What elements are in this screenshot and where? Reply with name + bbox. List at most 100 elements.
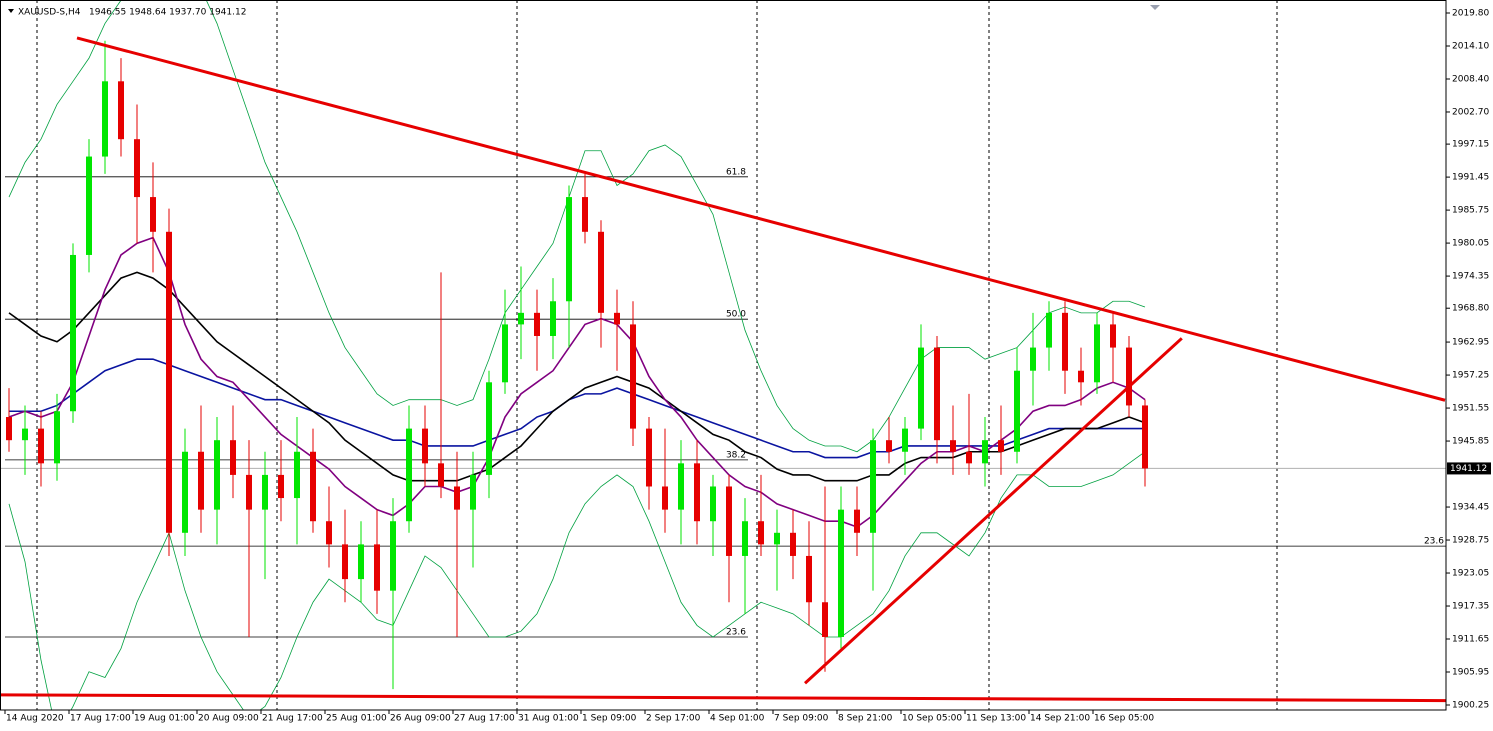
- y-tick-label: 1997.15: [1452, 140, 1489, 150]
- candle-body: [198, 451, 204, 510]
- trend-line: [76, 36, 1446, 402]
- candle-body: [1046, 312, 1052, 348]
- fib-label: 38.2: [726, 450, 746, 460]
- candle-body: [390, 521, 396, 591]
- candle-body: [758, 521, 764, 545]
- candle-body: [150, 197, 156, 232]
- candle-body: [278, 474, 284, 499]
- x-tick-label: 14 Aug 2020: [6, 714, 64, 724]
- y-tick-label: 1957.25: [1452, 371, 1489, 381]
- candle-body: [86, 156, 92, 255]
- candle-body: [38, 428, 44, 464]
- x-tick-label: 17 Aug 17:00: [70, 714, 131, 724]
- x-tick-label: 25 Aug 01:00: [326, 714, 387, 724]
- candle-body: [246, 474, 252, 510]
- candle-body: [134, 139, 140, 198]
- candle-body: [470, 474, 476, 510]
- candle-body: [1110, 324, 1116, 348]
- candle-body: [854, 509, 860, 533]
- y-tick-label: 1934.45: [1452, 503, 1489, 513]
- candle-body: [118, 81, 124, 140]
- candle-body: [998, 440, 1004, 452]
- candle-body: [902, 428, 908, 452]
- candle-body: [358, 544, 364, 580]
- fib-label: 23.6: [1424, 537, 1444, 547]
- trend-line: [0, 693, 1446, 703]
- y-tick-label: 2008.40: [1452, 74, 1489, 84]
- candle-body: [182, 451, 188, 533]
- x-tick-label: 4 Sep 01:00: [710, 714, 765, 724]
- candle-body: [22, 428, 28, 441]
- indicator-line: [8, 271, 1146, 482]
- x-tick-label: 26 Aug 09:00: [390, 714, 451, 724]
- x-tick-label: 10 Sep 05:00: [902, 714, 962, 724]
- price-tag-label: 1941.12: [1450, 464, 1487, 474]
- candle-body: [214, 440, 220, 510]
- candle-body: [262, 474, 268, 510]
- candle-body: [294, 451, 300, 499]
- y-tick-label: 1945.85: [1452, 437, 1489, 447]
- menu-arrow: [8, 9, 14, 13]
- quote: 1946.55 1948.64 1937.70 1941.12: [89, 8, 246, 18]
- candle-body: [742, 521, 748, 556]
- shift-marker: [1150, 5, 1160, 10]
- candle-body: [774, 532, 780, 545]
- candle-body: [102, 81, 108, 157]
- y-tick-label: 1911.65: [1452, 635, 1489, 645]
- plot-area: 61.8 50.0 38.2 23.6 23.6: [0, 0, 1446, 710]
- x-tick-label: 14 Sep 21:00: [1030, 714, 1090, 724]
- candle-body: [54, 411, 60, 464]
- x-tick-label: 31 Aug 01:00: [518, 714, 579, 724]
- candle-body: [566, 197, 572, 302]
- y-tick-label: 1905.95: [1452, 668, 1489, 678]
- y-tick-label: 2019.80: [1452, 9, 1489, 19]
- y-tick-label: 2002.70: [1452, 107, 1489, 117]
- y-tick-label: 1951.55: [1452, 404, 1489, 414]
- candle-body: [438, 463, 444, 487]
- candle-body: [534, 312, 540, 336]
- candle-body: [502, 324, 508, 383]
- y-tick-label: 1923.05: [1452, 569, 1489, 579]
- candle-body: [918, 347, 924, 429]
- fib-label: 23.6: [726, 627, 746, 637]
- candle-body: [374, 544, 380, 591]
- x-tick-label: 8 Sep 21:00: [838, 714, 893, 724]
- candle-body: [886, 440, 892, 452]
- candle-body: [966, 451, 972, 464]
- candle-body: [1014, 370, 1020, 452]
- price-tag: [1447, 462, 1491, 475]
- candle-body: [1078, 370, 1084, 383]
- y-tick-label: 1991.45: [1452, 173, 1489, 183]
- candle-body: [838, 509, 844, 637]
- y-tick-label: 1980.05: [1452, 239, 1489, 249]
- candle-body: [694, 463, 700, 522]
- candle-body: [982, 440, 988, 464]
- candle-body: [1126, 347, 1132, 406]
- indicator-line: [8, 0, 1146, 453]
- candle-body: [822, 602, 828, 637]
- y-tick-label: 2014.10: [1452, 41, 1489, 51]
- candle-body: [582, 197, 588, 232]
- candle-body: [678, 463, 684, 510]
- x-tick-label: 20 Aug 09:00: [198, 714, 259, 724]
- candle-body: [342, 544, 348, 580]
- candle-body: [950, 440, 956, 452]
- candle-body: [726, 486, 732, 556]
- y-tick-label: 1962.95: [1452, 338, 1489, 348]
- candle-body: [406, 428, 412, 522]
- candle-body: [166, 231, 172, 533]
- candle-body: [422, 428, 428, 464]
- x-tick-label: 19 Aug 01:00: [134, 714, 195, 724]
- y-tick-label: 1917.35: [1452, 602, 1489, 612]
- candle-body: [1094, 324, 1100, 383]
- candle-body: [518, 312, 524, 325]
- candle-body: [454, 486, 460, 510]
- fib-label: 61.8: [726, 167, 746, 177]
- x-tick-label: 2 Sep 17:00: [646, 714, 701, 724]
- y-tick-label: 1968.80: [1452, 304, 1489, 314]
- candle-body: [6, 417, 12, 441]
